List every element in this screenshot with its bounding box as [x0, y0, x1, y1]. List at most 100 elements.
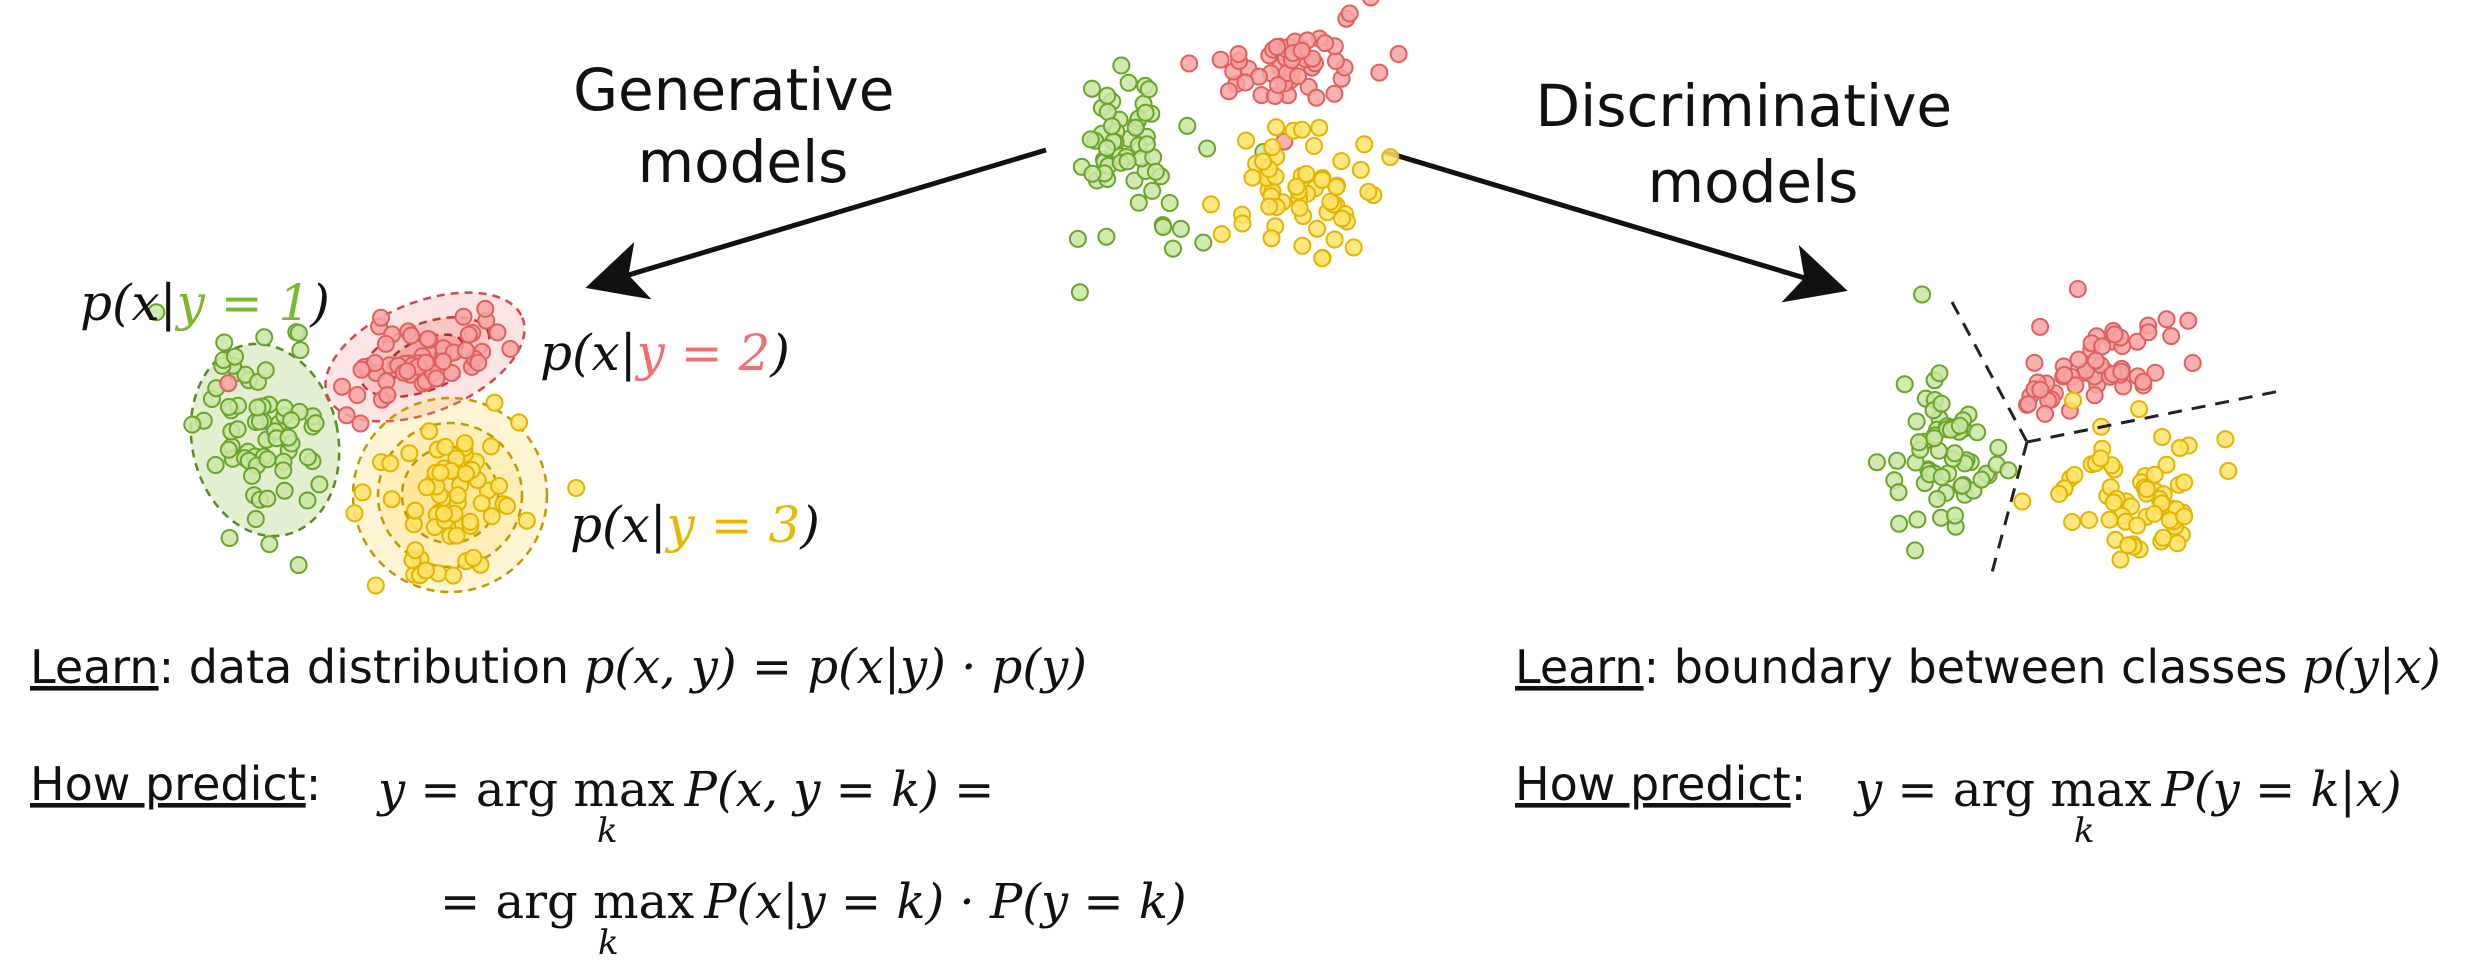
yellow-data-point: [2130, 400, 2149, 419]
yellow-data-point: [456, 464, 475, 483]
red-data-point: [2036, 404, 2054, 423]
green-data-point: [219, 398, 238, 416]
green-data-point: [1946, 506, 1964, 525]
red-data-point: [2162, 327, 2181, 346]
green-data-point: [1097, 139, 1116, 158]
yellow-data-point: [1293, 120, 1311, 139]
yellow-data-point: [2154, 528, 2173, 547]
green-data-point: [220, 529, 239, 547]
green-data-point: [1098, 86, 1117, 105]
generative-learn-line: Learn: data distribution p(x, y) = p(x|y…: [30, 639, 1087, 695]
red-data-point: [2085, 386, 2104, 405]
discriminative-learn-line: Learn: boundary between classes p(y|x): [1515, 639, 2441, 695]
green-data-point: [1081, 130, 1100, 149]
red-data-point: [418, 330, 437, 348]
red-data-point: [1219, 82, 1238, 101]
green-data-point: [1890, 514, 1909, 533]
green-data-point: [1119, 73, 1138, 92]
red-data-point: [2068, 280, 2087, 298]
green-data-point: [1928, 490, 1947, 508]
red-data-point: [2157, 310, 2176, 329]
green-data-point: [289, 556, 308, 574]
yellow-data-point: [2119, 536, 2138, 555]
yellow-data-point: [510, 413, 529, 432]
yellow-data-point: [1260, 197, 1279, 216]
red-data-point: [2146, 363, 2165, 382]
red-data-point: [2183, 354, 2202, 372]
green-data-point: [1908, 510, 1927, 529]
red-data-point: [2086, 351, 2105, 370]
yellow-data-point: [2104, 493, 2123, 512]
yellow-data-point: [482, 507, 501, 526]
yellow-data-point: [1355, 135, 1374, 154]
yellow-data-point: [2137, 480, 2156, 499]
yellow-data-point: [1310, 118, 1329, 137]
yellow-data-point: [1254, 152, 1273, 171]
green-data-point: [1118, 152, 1137, 171]
yellow-data-point: [2111, 550, 2130, 569]
scatter-unlabeled-data: [1068, 0, 1408, 302]
yellow-data-point: [1202, 195, 1220, 214]
green-data-point: [1146, 162, 1165, 181]
green-data-point: [1968, 423, 1987, 442]
yellow-data-point: [1297, 165, 1316, 183]
yellow-data-point: [1381, 148, 1400, 167]
yellow-data-point: [1313, 249, 1332, 268]
red-data-point: [219, 374, 238, 393]
discriminative-argmax-sub: k: [2074, 811, 2095, 851]
yellow-data-point: [448, 486, 467, 505]
red-data-point: [434, 352, 453, 371]
yellow-data-point: [1308, 219, 1327, 238]
yellow-data-point: [517, 511, 536, 530]
red-data-point: [376, 334, 395, 353]
red-data-point: [476, 299, 495, 318]
red-data-point: [1362, 0, 1380, 7]
red-data-point: [333, 377, 351, 396]
yellow-data-point: [1237, 131, 1255, 150]
label-p-x-given-y2: p(x|y = 2): [540, 324, 790, 382]
scatter-discriminative: [1867, 280, 2238, 569]
green-data-point: [1136, 103, 1155, 122]
green-data-point: [1889, 483, 1908, 502]
red-data-point: [416, 353, 435, 372]
green-data-point: [1999, 461, 2018, 480]
red-data-point: [1316, 34, 1335, 53]
green-data-point: [1989, 438, 2008, 457]
yellow-data-point: [2063, 513, 2082, 531]
red-data-point: [2139, 323, 2158, 342]
green-data-point: [1895, 375, 1914, 394]
green-data-point: [1953, 476, 1972, 495]
red-data-point: [352, 360, 371, 379]
red-data-point: [2019, 395, 2038, 414]
yellow-data-point: [1327, 178, 1346, 196]
green-data-point: [1925, 429, 1944, 448]
red-data-point: [1236, 73, 1255, 92]
generative-predict-label: How predict: [30, 757, 306, 811]
red-data-point: [1307, 88, 1326, 107]
green-data-point: [1102, 117, 1121, 136]
generative-argmax-sub-2: k: [598, 923, 619, 963]
generative-predict-line: How predict:: [30, 757, 321, 811]
green-data-point: [206, 456, 225, 474]
yellow-data-point: [2157, 455, 2176, 474]
yellow-data-point: [1243, 168, 1262, 187]
green-data-point: [275, 481, 294, 500]
red-data-point: [1269, 76, 1287, 94]
yellow-data-point: [2175, 473, 2194, 492]
green-data-point: [256, 361, 275, 380]
green-data-point: [246, 510, 265, 528]
yellow-data-point: [400, 444, 419, 463]
yellow-data-point: [1333, 209, 1352, 228]
yellow-data-point: [447, 526, 466, 545]
yellow-data-point: [1351, 160, 1370, 179]
discriminative-predict-line: How predict:: [1515, 757, 1806, 811]
green-data-point: [1194, 233, 1213, 252]
yellow-data-point: [431, 463, 450, 482]
yellow-data-point: [416, 561, 435, 580]
red-data-point: [2134, 372, 2153, 391]
yellow-data-point: [1262, 229, 1281, 248]
green-data-point: [1171, 219, 1190, 238]
yellow-data-point: [2145, 465, 2164, 484]
yellow-data-point: [1267, 118, 1286, 137]
